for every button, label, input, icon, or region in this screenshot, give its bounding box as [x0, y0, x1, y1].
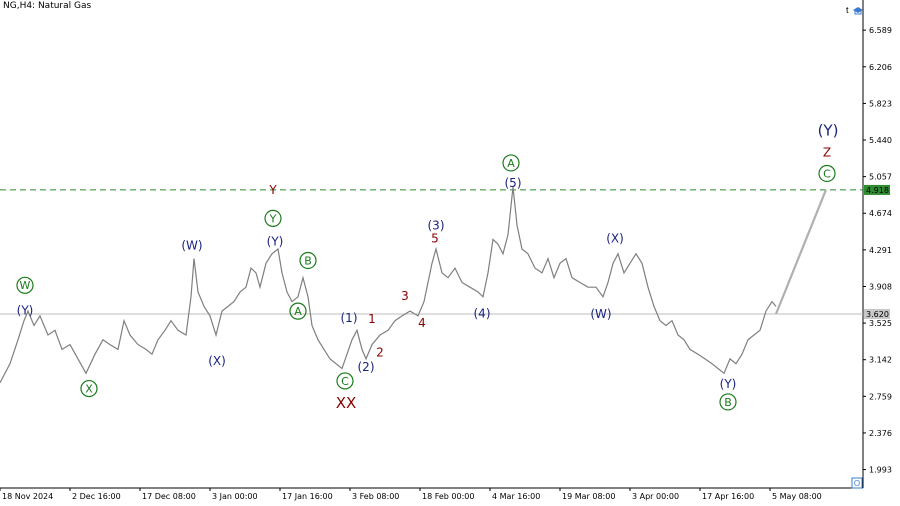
forecast-line [774, 189, 828, 315]
wave-label: (1) [341, 311, 358, 325]
level-price-tag: 4.918 [866, 186, 889, 195]
object-list-icon-glyph[interactable]: O [854, 479, 860, 488]
x-tick-label: 4 Mar 16:00 [492, 492, 540, 501]
y-tick-label: 4.291 [869, 246, 892, 255]
x-tick-label: 17 Jan 16:00 [282, 492, 333, 501]
wave-label: (X) [606, 232, 624, 246]
wave-label: XX [336, 394, 357, 412]
current-price-tag-bg [864, 309, 890, 320]
wave-label: B [304, 254, 312, 267]
wave-label: A [507, 157, 515, 170]
wave-label-circle [289, 302, 307, 320]
x-tick-label: 5 May 08:00 [772, 492, 822, 501]
wave-label: (Y) [818, 122, 839, 140]
y-tick-label: 6.206 [869, 63, 892, 72]
wave-label: W [20, 279, 31, 292]
wave-label-circle [719, 393, 737, 411]
y-tick-label: 6.589 [869, 26, 892, 35]
wave-label: 1 [368, 312, 376, 326]
wave-label: (X) [208, 354, 226, 368]
wave-label: (4) [474, 306, 491, 320]
x-tick-label: 3 Jan 00:00 [212, 492, 258, 501]
wave-label-circle [264, 209, 282, 228]
x-tick-label: 2 Dec 16:00 [72, 492, 121, 501]
y-tick-label: 5.440 [869, 136, 892, 145]
wave-label: (W) [181, 238, 202, 252]
wave-label: Z [823, 146, 831, 160]
wave-label-circle [502, 154, 520, 172]
one-click-trading-icon[interactable]: t [842, 4, 866, 18]
y-tick-label: 4.674 [869, 209, 892, 218]
wave-label: Y [268, 183, 277, 197]
price-series-line [0, 186, 777, 384]
wave-label: C [341, 375, 349, 388]
wave-label-circle [299, 251, 317, 270]
x-tick-label: 19 Mar 08:00 [562, 492, 615, 501]
wave-label-circle [80, 379, 98, 398]
x-tick-label: 18 Nov 2024 [2, 492, 53, 501]
y-tick-label: 3.908 [869, 282, 892, 291]
x-tick-label: 17 Apr 16:00 [702, 492, 754, 501]
wave-label: 4 [418, 316, 426, 330]
wave-label: 5 [431, 232, 439, 246]
symbol-title: NG,H4: Natural Gas [3, 1, 92, 11]
wave-label-circle [818, 164, 836, 183]
wave-label: 2 [376, 345, 384, 359]
level-price-tag-bg [864, 184, 890, 195]
wave-label: C [823, 167, 831, 180]
wave-label: X [85, 382, 93, 395]
wave-label: Y [269, 212, 277, 225]
object-list-icon[interactable] [851, 477, 863, 489]
wave-label-circle [16, 276, 34, 294]
wave-label: (Y) [17, 303, 34, 317]
y-tick-label: 3.142 [869, 356, 892, 365]
graduation-cap-icon[interactable] [852, 5, 864, 17]
x-tick-label: 17 Dec 08:00 [142, 492, 196, 501]
x-tick-label: 3 Feb 08:00 [352, 492, 399, 501]
wave-label-circle [336, 372, 354, 390]
y-tick-label: 5.057 [869, 173, 892, 182]
wave-label: (2) [358, 360, 375, 374]
x-tick-label: 18 Feb 00:00 [422, 492, 474, 501]
wave-label: (W) [590, 307, 611, 321]
trade-icon[interactable]: t [846, 5, 849, 15]
wave-label: (3) [428, 218, 445, 232]
y-tick-label: 5.823 [869, 99, 892, 108]
current-price-tag: 3.620 [866, 310, 889, 319]
x-tick-label: 3 Apr 00:00 [632, 492, 679, 501]
y-tick-label: 3.525 [869, 319, 892, 328]
wave-label: (Y) [720, 377, 737, 391]
wave-label: (Y) [267, 235, 284, 249]
wave-label: 3 [401, 289, 409, 303]
y-tick-label: 2.376 [869, 429, 892, 438]
y-tick-label: 1.993 [869, 466, 892, 475]
y-tick-label: 2.759 [869, 392, 892, 401]
wave-label: (5) [505, 176, 522, 190]
wave-label: A [294, 305, 302, 318]
wave-label: B [724, 396, 732, 409]
